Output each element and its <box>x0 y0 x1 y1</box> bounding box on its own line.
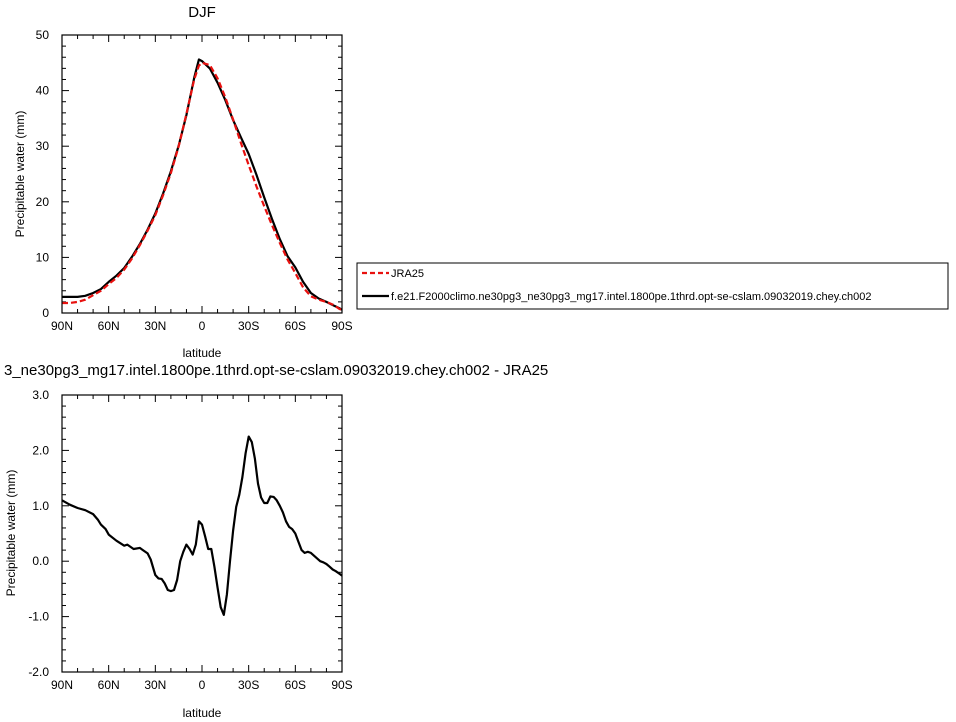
top-x-tick-label: 90S <box>331 319 352 333</box>
bottom-y-tick-label: -1.0 <box>28 610 49 624</box>
bottom-y-tick-label: 3.0 <box>32 388 49 402</box>
top-axes: 90N 60N 30N 0 30S 60S 90S 0 10 20 30 40 50 <box>36 28 353 333</box>
bottom-x-tick-label: 90N <box>51 678 73 692</box>
top-y-tick-label: 30 <box>36 139 50 153</box>
top-y-tick-label: 20 <box>36 195 50 209</box>
bottom-x-tick-label: 60N <box>98 678 120 692</box>
top-plot-frame <box>61 34 343 314</box>
top-series-group <box>62 58 343 312</box>
bottom-x-tick-label: 90S <box>331 678 352 692</box>
legend-entry-model: f.e21.F2000climo.ne30pg3_ne30pg3_mg17.in… <box>391 291 871 303</box>
bottom-y-tick-label: 1.0 <box>32 499 49 513</box>
top-panel: DJF 90N 60N 30N 0 30S 60S 90S 0 10 20 30 40 50 latit… <box>13 4 353 360</box>
bottom-y-axis-label: Precipitable water (mm) <box>4 470 18 597</box>
top-chart-title: DJF <box>188 4 216 21</box>
top-x-axis-label: latitude <box>183 346 222 360</box>
top-series-line-0 <box>62 61 343 312</box>
bottom-panel: 3_ne30pg3_mg17.intel.1800pe.1thrd.opt-se… <box>4 362 548 720</box>
top-x-tick-label: 30N <box>144 319 166 333</box>
top-series-line-1 <box>62 58 343 311</box>
top-x-tick-label: 30S <box>238 319 259 333</box>
bottom-series-group <box>61 435 343 617</box>
top-y-axis-label: Precipitable water (mm) <box>13 111 27 238</box>
top-x-tick-label: 60S <box>285 319 306 333</box>
top-y-tick-label: 50 <box>36 28 50 42</box>
top-x-tick-label: 0 <box>199 319 206 333</box>
top-y-tick-label: 40 <box>36 84 50 98</box>
top-y-tick-label: 0 <box>42 306 49 320</box>
legend-entry-jra25: JRA25 <box>391 268 424 280</box>
bottom-y-tick-label: 2.0 <box>32 443 49 457</box>
bottom-x-tick-label: 60S <box>285 678 306 692</box>
legend: JRA25 f.e21.F2000climo.ne30pg3_ne30pg3_m… <box>356 262 949 310</box>
top-x-tick-label: 90N <box>51 319 73 333</box>
bottom-x-tick-label: 0 <box>199 678 206 692</box>
bottom-y-tick-label: -2.0 <box>28 665 49 679</box>
bottom-series-line-0 <box>61 435 343 617</box>
bottom-x-tick-label: 30N <box>144 678 166 692</box>
bottom-y-tick-label: 0.0 <box>32 554 49 568</box>
legend-box <box>356 262 949 310</box>
bottom-axes: 90N 60N 30N 0 30S 60S 90S -2.0 -1.0 0.0 1.0 2.0 3.0 <box>28 388 352 692</box>
bottom-x-tick-label: 30S <box>238 678 259 692</box>
bottom-x-axis-label: latitude <box>183 706 222 720</box>
top-y-tick-label: 10 <box>36 250 50 264</box>
bottom-chart-title: 3_ne30pg3_mg17.intel.1800pe.1thrd.opt-se… <box>4 362 548 379</box>
bottom-plot-frame <box>61 394 343 673</box>
top-x-tick-label: 60N <box>98 319 120 333</box>
